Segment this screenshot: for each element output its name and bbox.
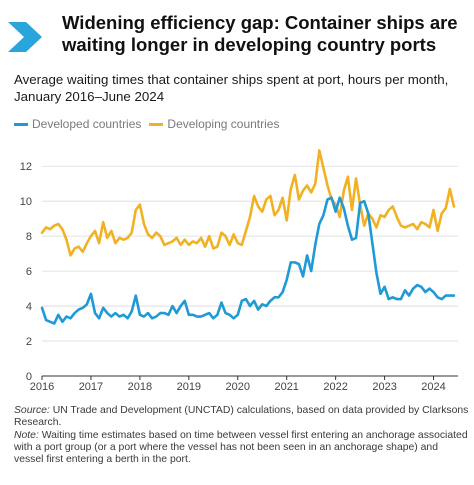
chevron-arrow-icon: [8, 22, 42, 52]
legend-label-developing: Developing countries: [167, 117, 280, 131]
legend-swatch-developing: [149, 122, 164, 126]
series-line-developing: [40, 149, 456, 257]
y-tick-label: 2: [26, 336, 32, 348]
x-tick-label: 2021: [274, 381, 298, 393]
note-label: Note:: [14, 429, 39, 441]
x-tick-label: 2018: [128, 381, 152, 393]
line-chart: 0 2 4 6 8 10 12 2016 2017 2018 2019 2020 2021 2022 202…: [20, 149, 458, 393]
y-tick-label: 8: [26, 231, 32, 243]
x-tick-label: 2023: [372, 381, 396, 393]
source-note: Source: UN Trade and Development (UNCTAD…: [14, 405, 469, 430]
legend: Developed countries Developing countries: [14, 116, 287, 132]
y-tick-label: 4: [26, 301, 32, 313]
x-tick-label: 2022: [323, 381, 347, 393]
x-tick-label: 2019: [177, 381, 201, 393]
series-line-developed: [40, 196, 456, 325]
x-tick-label: 2017: [79, 381, 103, 393]
y-tick-label: 6: [26, 266, 32, 278]
notes: Source: UN Trade and Development (UNCTAD…: [14, 405, 469, 466]
method-note: Note: Waiting time estimates based on ti…: [14, 430, 469, 467]
header: Widening efficiency gap: Container ships…: [0, 0, 474, 70]
legend-swatch-developed: [14, 122, 28, 126]
legend-item-developed: Developed countries: [14, 117, 141, 131]
y-tick-label: 0: [26, 371, 32, 383]
source-label: Source:: [14, 405, 50, 416]
x-tick-label: 2020: [226, 381, 250, 393]
chart-subtitle: Average waiting times that container shi…: [14, 72, 449, 104]
y-tick-label: 12: [20, 161, 32, 173]
legend-label-developed: Developed countries: [32, 117, 142, 131]
legend-item-developing: Developing countries: [149, 117, 279, 131]
chart-title: Widening efficiency gap: Container ships…: [62, 12, 458, 55]
note-text: Waiting time estimates based on time bet…: [14, 429, 468, 466]
x-tick-label: 2024: [421, 381, 445, 393]
y-tick-label: 10: [20, 196, 32, 208]
source-text: UN Trade and Development (UNCTAD) calcul…: [14, 405, 469, 429]
x-tick-label: 2016: [30, 381, 54, 393]
